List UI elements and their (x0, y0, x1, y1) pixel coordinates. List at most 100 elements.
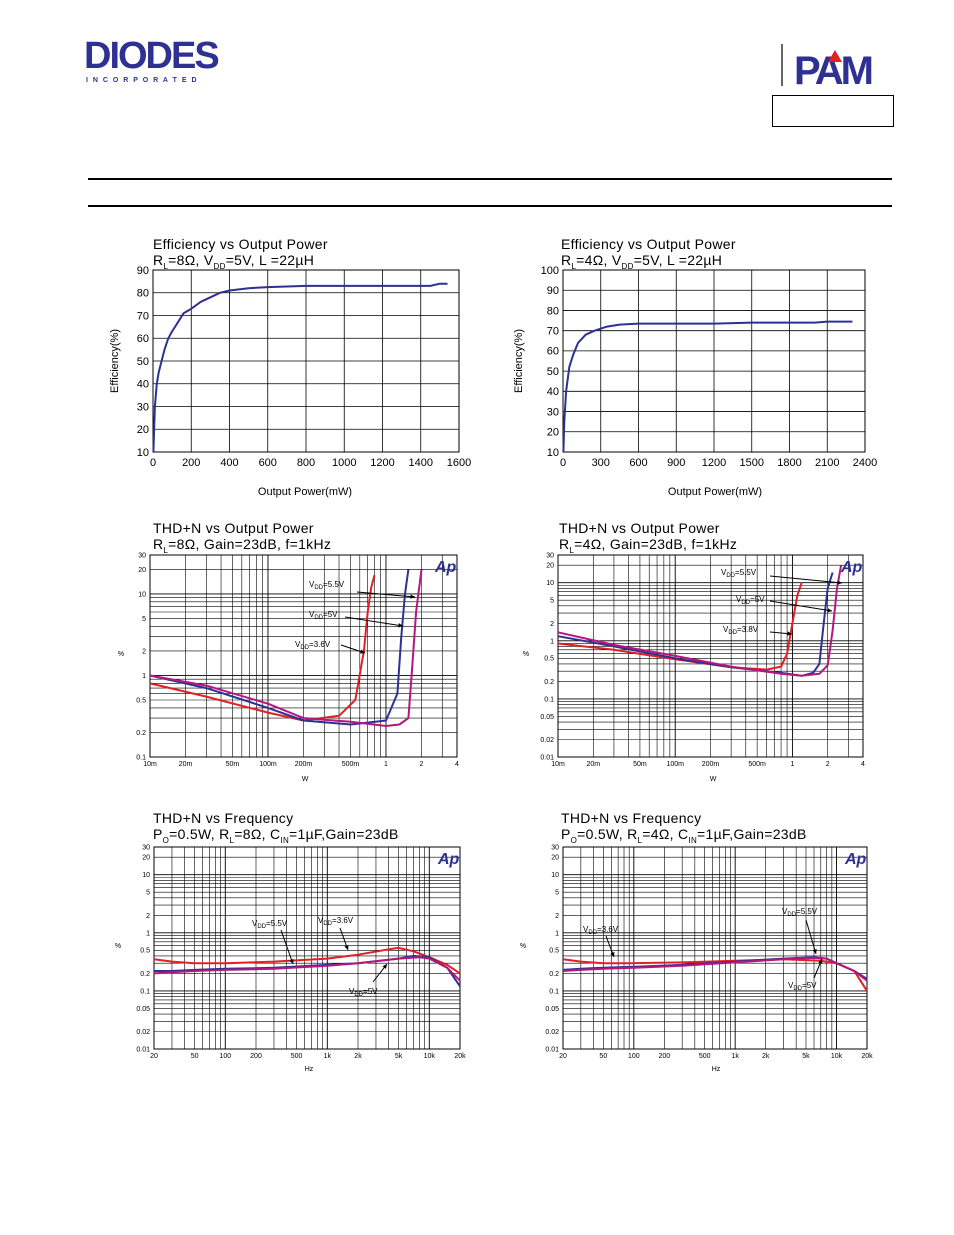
y-tick-label: 0.5 (544, 656, 554, 663)
x-tick-label: 200m (702, 761, 720, 768)
y-tick-label: 0.01 (545, 1046, 559, 1053)
chart-title: THD+N vs Frequency (561, 810, 702, 826)
y-tick-label: 30 (137, 401, 149, 413)
audio-precision-logo: Ap (844, 851, 867, 868)
y-tick-label: 20 (546, 563, 554, 570)
x-axis-label: W (302, 776, 309, 783)
x-axis-label: Output Power(mW) (668, 486, 762, 498)
x-tick-label: 2k (354, 1053, 362, 1060)
y-tick-label: 50 (137, 356, 149, 368)
x-tick-label: 1 (790, 761, 794, 768)
chart-subtitle: RL=8Ω, Gain=23dB, f=1kHz (153, 536, 332, 555)
y-tick-label: 30 (551, 844, 559, 851)
y-tick-label: 100 (541, 265, 559, 277)
y-tick-label: 5 (142, 616, 146, 623)
chart-title: THD+N vs Output Power (559, 520, 720, 536)
x-tick-label: 5k (802, 1053, 810, 1060)
x-tick-label: 100 (628, 1053, 640, 1060)
annotation-arrow (344, 616, 404, 627)
annotation-arrow (805, 919, 817, 955)
annotation-label: VDD=5V (349, 987, 378, 998)
y-tick-label: 20 (137, 424, 149, 436)
x-tick-label: 100 (219, 1053, 231, 1060)
x-tick-label: 1k (324, 1053, 332, 1060)
y-tick-label: 0.02 (136, 1029, 150, 1036)
annotation-arrow (769, 600, 833, 612)
annotation-arrow (280, 929, 294, 965)
thd-power-chart-8ohm: 10m 20m 50m 100m 200m 500m 1 2 4 0.1 0.2 0.5 1 2 5 10 20… (118, 552, 459, 783)
x-tick-label: 1800 (777, 457, 801, 469)
x-tick-label: 1500 (740, 457, 764, 469)
y-tick-label: 0.1 (549, 988, 559, 995)
x-tick-label: 1200 (370, 457, 394, 469)
x-tick-label: 2 (826, 761, 830, 768)
x-tick-label: 100m (259, 761, 277, 768)
chart-subtitle: PO=0.5W, RL=4Ω, CIN=1µF,Gain=23dB (561, 826, 807, 845)
annotation-arrowhead (398, 623, 403, 628)
y-tick-label: 60 (547, 346, 559, 358)
x-tick-label: 1400 (409, 457, 433, 469)
series-line-0 (562, 320, 853, 453)
y-tick-label: 0.01 (136, 1046, 150, 1053)
grid (149, 554, 458, 758)
y-tick-label: 80 (137, 288, 149, 300)
annotation-label: VDD=5.5V (782, 907, 818, 918)
series-line-0 (152, 282, 448, 453)
x-tick-label: 400 (220, 457, 238, 469)
annotation-label: VDD=3.8V (723, 625, 759, 636)
audio-precision-logo: Ap (434, 559, 457, 576)
chart-title: Efficiency vs Output Power (561, 236, 736, 252)
grid (557, 554, 864, 758)
annotation-arrowhead (787, 631, 792, 636)
thd-power-chart-4ohm: 10m 20m 50m 100m 200m 500m 1 2 4 0.01 0.02 0.05 0.1 0… (523, 552, 865, 783)
thd-frequency-chart-4ohm: 20 50 100 200 500 1k 2k 5k 10k 20k 0.01 0.02 0.05 0.1… (520, 844, 873, 1073)
plot-area (153, 846, 461, 1050)
x-tick-label: 300 (592, 457, 610, 469)
y-tick-label: 30 (138, 552, 146, 559)
annotation-arrowhead (289, 959, 294, 964)
part-number-box (772, 95, 894, 127)
y-axis-label: % (118, 651, 124, 658)
x-tick-label: 10m (551, 761, 565, 768)
diodes-logo: DIODES I N C O R P O R A T E D (84, 38, 220, 84)
annotation-label: VDD=5.5V (721, 568, 757, 579)
y-tick-label: 10 (546, 580, 554, 587)
y-tick-label: 40 (547, 386, 559, 398)
x-axis-label: Output Power(mW) (258, 486, 352, 498)
series-line-0 (557, 582, 803, 671)
annotation-arrowhead (837, 580, 842, 585)
y-tick-label: 0.1 (140, 988, 150, 995)
header-rule-bottom (88, 205, 892, 207)
y-tick-label: 0.05 (136, 1006, 150, 1013)
pam-logo: PAM (781, 44, 875, 90)
y-tick-label: 1 (550, 638, 554, 645)
y-tick-label: 2 (146, 913, 150, 920)
y-tick-label: 10 (142, 872, 150, 879)
annotation-label: VDD=3.6V (318, 916, 354, 927)
y-tick-label: 20 (547, 427, 559, 439)
annotation-arrowhead (610, 952, 615, 957)
x-tick-label: 50 (191, 1053, 199, 1060)
y-tick-label: 0.05 (540, 714, 554, 721)
x-tick-label: 20m (179, 761, 193, 768)
chart-subtitle: RL=4Ω, VDD=5V, L =22µH (561, 252, 723, 271)
x-tick-label: 800 (297, 457, 315, 469)
x-tick-label: 20 (150, 1053, 158, 1060)
x-tick-label: 50m (226, 761, 240, 768)
series-line-2 (149, 569, 423, 727)
y-tick-label: 70 (547, 326, 559, 338)
series-line-2 (557, 565, 843, 677)
x-tick-label: 4 (861, 761, 865, 768)
y-tick-label: 90 (137, 265, 149, 277)
y-tick-label: 20 (551, 855, 559, 862)
grid (562, 269, 866, 453)
annotation-label: VDD=5.5V (309, 580, 345, 591)
x-tick-label: 20m (586, 761, 600, 768)
annotation-label: VDD=3.6V (295, 640, 331, 651)
x-tick-label: 20k (454, 1053, 466, 1060)
chart-subtitle: PO=0.5W, RL=8Ω, CIN=1µF,Gain=23dB (153, 826, 399, 845)
y-tick-label: 2 (550, 621, 554, 628)
annotation-arrowhead (410, 594, 415, 599)
y-tick-label: 10 (138, 591, 146, 598)
y-tick-label: 2 (555, 913, 559, 920)
